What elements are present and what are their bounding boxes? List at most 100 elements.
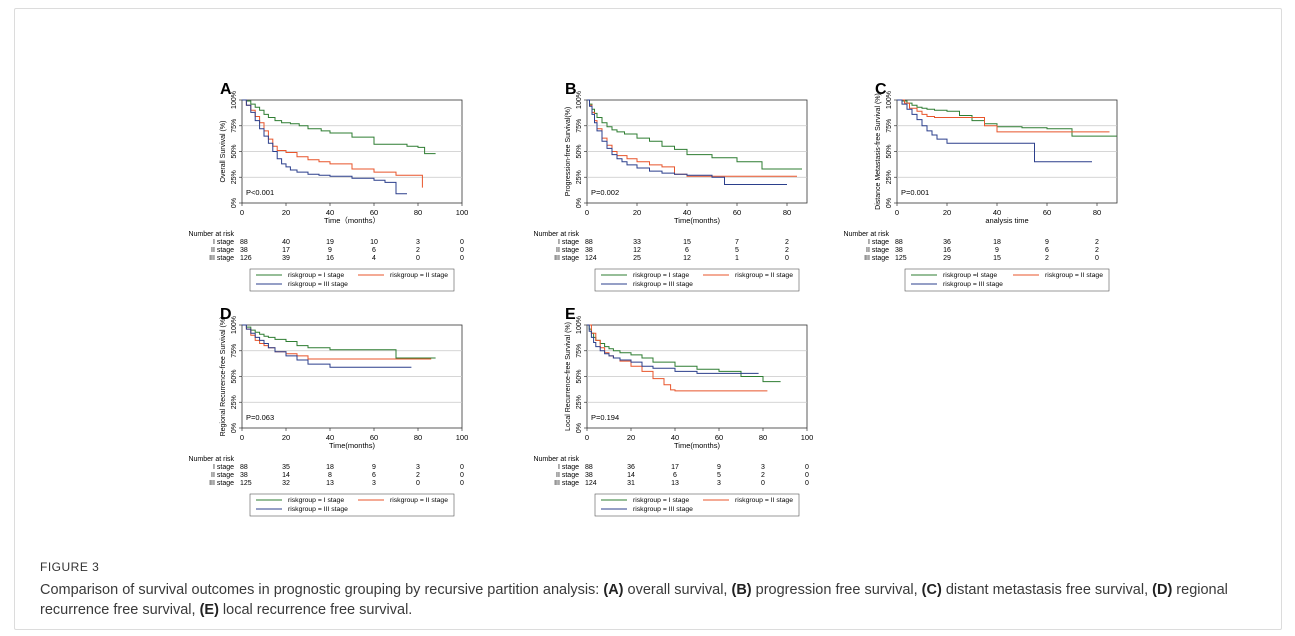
km-curve-stage-i [242, 99, 436, 155]
p-value: P=0.001 [901, 188, 929, 197]
x-tick-label: 0 [585, 433, 589, 442]
risk-table-header: Number at risk [533, 456, 579, 463]
y-axis-label: Regional Recurrence-free Survival (%) [220, 317, 227, 437]
risk-value: 0 [761, 480, 765, 487]
caption-segment: regional recurrence free survival, [40, 582, 1228, 618]
y-axis-label: Progression-free Survival(%) [565, 107, 572, 196]
x-axis-label: Time(months) [674, 441, 720, 450]
risk-value: 3 [416, 464, 420, 471]
risk-row-label: II stage [211, 472, 234, 479]
y-tick-label: 75% [576, 344, 583, 358]
risk-value: 29 [943, 255, 951, 262]
km-curve-stage-ii [897, 99, 1110, 133]
risk-value: 3 [717, 480, 721, 487]
risk-row-label: III stage [554, 255, 579, 262]
x-tick-label: 80 [414, 208, 422, 217]
y-tick-label: 25% [231, 395, 238, 409]
x-tick-label: 40 [326, 208, 334, 217]
x-tick-label: 80 [783, 208, 791, 217]
x-tick-label: 40 [993, 208, 1001, 217]
risk-value: 39 [282, 255, 290, 262]
risk-value: 18 [326, 464, 334, 471]
risk-row-label: III stage [554, 480, 579, 487]
risk-value: 2 [1095, 247, 1099, 254]
legend-label: riskgroup = III stage [633, 506, 693, 513]
legend-label: riskgroup = I stage [288, 497, 344, 504]
risk-value: 124 [585, 255, 597, 262]
legend-label: riskgroup = III stage [288, 506, 348, 513]
risk-value: 6 [372, 247, 376, 254]
caption-panel-ref: (D) [1152, 582, 1173, 598]
x-tick-label: 60 [1043, 208, 1051, 217]
risk-value: 7 [735, 239, 739, 246]
risk-table-header: Number at risk [533, 231, 579, 238]
x-tick-label: 100 [456, 433, 469, 442]
risk-value: 2 [785, 239, 789, 246]
km-panel-e: E0%25%50%75%100%0 20 40 60 80 100Time(months)… [533, 306, 813, 517]
x-tick-label: 40 [683, 208, 691, 217]
risk-value: 38 [240, 247, 248, 254]
y-tick-label: 100% [576, 91, 583, 109]
risk-value: 40 [282, 239, 290, 246]
x-tick-label: 40 [671, 433, 679, 442]
legend-box [904, 268, 1110, 292]
y-tick-label: 75% [231, 119, 238, 133]
risk-row-label: II stage [211, 247, 234, 254]
y-tick-label: 0% [231, 198, 238, 208]
km-panel-a: A0%25%50%75%100%0 20 40 60 80 100Time（months）… [188, 81, 468, 292]
legend-box [594, 493, 800, 517]
risk-value: 17 [671, 464, 679, 471]
risk-value: 2 [416, 247, 420, 254]
caption-segment: progression free survival, [751, 582, 922, 598]
risk-table-header: Number at risk [188, 456, 234, 463]
risk-value: 38 [585, 472, 593, 479]
y-tick-label: 75% [886, 119, 893, 133]
x-tick-label: 20 [282, 433, 290, 442]
y-tick-label: 75% [576, 119, 583, 133]
y-tick-label: 100% [231, 316, 238, 334]
y-tick-label: 0% [231, 423, 238, 433]
caption-segment: overall survival, [623, 582, 732, 598]
risk-table-header: Number at risk [843, 231, 889, 238]
caption-segment: local recurrence free survival. [218, 602, 413, 618]
risk-value: 0 [1095, 255, 1099, 262]
x-tick-label: 60 [715, 433, 723, 442]
risk-value: 0 [460, 255, 464, 262]
risk-value: 88 [240, 464, 248, 471]
p-value: P=0.063 [246, 413, 274, 422]
risk-value: 6 [372, 472, 376, 479]
panel-letter: E [565, 306, 576, 323]
km-curve-stage-iii [242, 324, 412, 368]
risk-value: 10 [370, 239, 378, 246]
risk-value: 19 [326, 239, 334, 246]
y-axis-label: Overall Survival (%) [220, 121, 227, 183]
risk-value: 0 [460, 239, 464, 246]
risk-row-label: II stage [556, 472, 579, 479]
x-tick-label: 0 [895, 208, 899, 217]
risk-value: 1 [735, 255, 739, 262]
risk-row-label: III stage [864, 255, 889, 262]
legend-label: riskgroup =I stage [943, 272, 997, 279]
risk-value: 12 [633, 247, 641, 254]
x-axis-label: Time(months) [674, 216, 720, 225]
x-tick-label: 40 [326, 433, 334, 442]
legend-box [249, 268, 455, 292]
risk-value: 5 [717, 472, 721, 479]
x-tick-label: 20 [627, 433, 635, 442]
risk-value: 2 [1045, 255, 1049, 262]
km-panel-d: D0%25%50%75%100%0 20 40 60 80 100Time(months)… [188, 306, 469, 517]
km-curve-stage-i [897, 99, 1117, 137]
y-tick-label: 25% [576, 170, 583, 184]
risk-value: 0 [416, 255, 420, 262]
x-tick-label: 80 [414, 433, 422, 442]
km-curve-stage-iii [587, 324, 759, 374]
risk-value: 12 [683, 255, 691, 262]
risk-value: 4 [372, 255, 376, 262]
km-panel-b: B0%25%50%75%100%0 20 40 60 80Time(months)Pro… [533, 81, 808, 292]
caption-panel-ref: (E) [199, 602, 219, 618]
x-tick-label: 80 [1093, 208, 1101, 217]
y-tick-label: 50% [231, 369, 238, 383]
risk-value: 88 [240, 239, 248, 246]
risk-value: 38 [895, 247, 903, 254]
risk-value: 88 [895, 239, 903, 246]
